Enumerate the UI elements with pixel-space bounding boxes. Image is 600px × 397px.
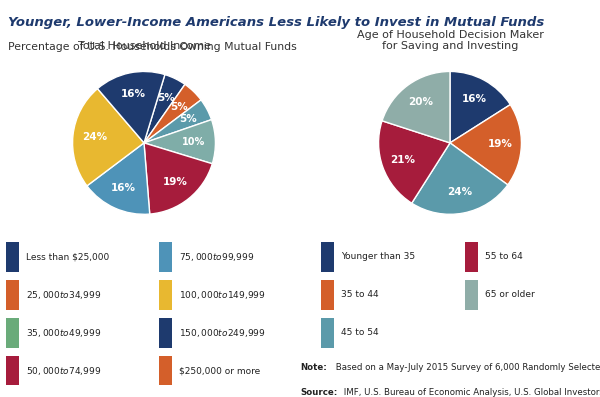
FancyBboxPatch shape <box>465 242 478 272</box>
Wedge shape <box>98 71 165 143</box>
Wedge shape <box>144 119 215 164</box>
Text: 21%: 21% <box>391 155 415 165</box>
Text: Source:: Source: <box>300 387 337 397</box>
Text: Less than $25,000: Less than $25,000 <box>26 252 110 261</box>
Text: $250,000 or more: $250,000 or more <box>179 366 260 375</box>
Text: Younger than 35: Younger than 35 <box>341 252 416 261</box>
Text: 19%: 19% <box>163 177 188 187</box>
Wedge shape <box>379 121 450 203</box>
Text: 24%: 24% <box>82 133 107 143</box>
Text: $150,000 to $249,999: $150,000 to $249,999 <box>179 327 266 339</box>
Text: 5%: 5% <box>157 93 175 103</box>
FancyBboxPatch shape <box>6 356 19 385</box>
FancyBboxPatch shape <box>321 318 334 347</box>
Text: Based on a May-July 2015 Survey of 6,000 Randomly Selected U.S. Households: Based on a May-July 2015 Survey of 6,000… <box>333 363 600 372</box>
FancyBboxPatch shape <box>321 280 334 310</box>
Text: $75,000 to $99,999: $75,000 to $99,999 <box>179 251 254 263</box>
Text: $35,000 to $49,999: $35,000 to $49,999 <box>26 327 101 339</box>
Text: $50,000 to $74,999: $50,000 to $74,999 <box>26 364 101 377</box>
Title: Total Household Income: Total Household Income <box>77 41 211 52</box>
FancyBboxPatch shape <box>6 242 19 272</box>
Wedge shape <box>144 100 212 143</box>
Text: 20%: 20% <box>408 97 433 108</box>
FancyBboxPatch shape <box>159 318 172 347</box>
Text: 19%: 19% <box>488 139 512 149</box>
FancyBboxPatch shape <box>321 242 334 272</box>
FancyBboxPatch shape <box>6 280 19 310</box>
Wedge shape <box>144 85 201 143</box>
Title: Age of Household Decision Maker
for Saving and Investing: Age of Household Decision Maker for Savi… <box>356 30 544 52</box>
Text: 24%: 24% <box>447 187 472 197</box>
FancyBboxPatch shape <box>159 356 172 385</box>
FancyBboxPatch shape <box>159 242 172 272</box>
Wedge shape <box>87 143 150 214</box>
Text: 5%: 5% <box>179 114 197 124</box>
Wedge shape <box>450 104 521 185</box>
Text: 16%: 16% <box>121 89 146 99</box>
Text: 55 to 64: 55 to 64 <box>485 252 523 261</box>
Text: $25,000 to $34,999: $25,000 to $34,999 <box>26 289 101 301</box>
Text: 5%: 5% <box>170 102 188 112</box>
FancyBboxPatch shape <box>159 280 172 310</box>
Text: IMF, U.S. Bureau of Economic Analysis, U.S. Global Investors: IMF, U.S. Bureau of Economic Analysis, U… <box>341 387 600 397</box>
Text: $100,000 to $149,999: $100,000 to $149,999 <box>179 289 266 301</box>
Text: Younger, Lower-Income Americans Less Likely to Invest in Mutual Funds: Younger, Lower-Income Americans Less Lik… <box>8 16 544 29</box>
Text: 16%: 16% <box>111 183 136 193</box>
FancyBboxPatch shape <box>465 280 478 310</box>
Text: 10%: 10% <box>182 137 206 147</box>
Text: Percentage of U.S. Households Owning Mutual Funds: Percentage of U.S. Households Owning Mut… <box>8 42 296 52</box>
Wedge shape <box>382 71 450 143</box>
Text: 45 to 54: 45 to 54 <box>341 328 379 337</box>
Wedge shape <box>144 75 185 143</box>
Text: Note:: Note: <box>300 363 327 372</box>
Wedge shape <box>144 143 212 214</box>
Wedge shape <box>450 71 511 143</box>
Text: 35 to 44: 35 to 44 <box>341 290 379 299</box>
Wedge shape <box>73 89 144 186</box>
FancyBboxPatch shape <box>6 318 19 347</box>
Text: 65 or older: 65 or older <box>485 290 535 299</box>
Text: 16%: 16% <box>461 94 487 104</box>
Wedge shape <box>412 143 508 214</box>
